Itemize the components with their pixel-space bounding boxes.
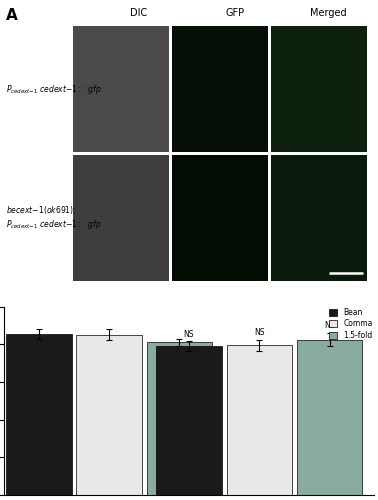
Bar	[6, 334, 72, 495]
Text: NS: NS	[324, 321, 335, 330]
Bar	[271, 26, 367, 152]
Text: NS: NS	[254, 328, 265, 336]
Bar	[156, 346, 222, 495]
Text: DIC: DIC	[130, 8, 148, 18]
Bar	[271, 155, 367, 280]
Bar	[172, 155, 268, 280]
Bar	[172, 26, 268, 152]
Bar	[147, 342, 212, 495]
Bar	[76, 335, 142, 495]
Bar	[73, 155, 169, 280]
Legend: Bean, Comma, 1.5-fold: Bean, Comma, 1.5-fold	[327, 306, 374, 341]
Bar	[297, 340, 362, 495]
Text: GFP: GFP	[226, 8, 245, 18]
Text: A: A	[6, 8, 17, 23]
Bar	[226, 345, 292, 495]
Bar	[73, 26, 169, 152]
Text: $\mathit{bec	ext{-}1(ok691);}$
$\mathit{P_{ced	ext{-}1}}$ $\mathit{ced	ext{-}1::: $\mathit{bec ext{-}1(ok691);}$ $\mathit{…	[6, 204, 101, 231]
Text: $\mathit{P_{ced	ext{-}1}}$ $\mathit{ced	ext{-}1::gfp}$: $\mathit{P_{ced ext{-}1}}$ $\mathit{ced …	[6, 82, 101, 96]
Text: Merged: Merged	[310, 8, 346, 18]
Text: NS: NS	[184, 330, 194, 338]
